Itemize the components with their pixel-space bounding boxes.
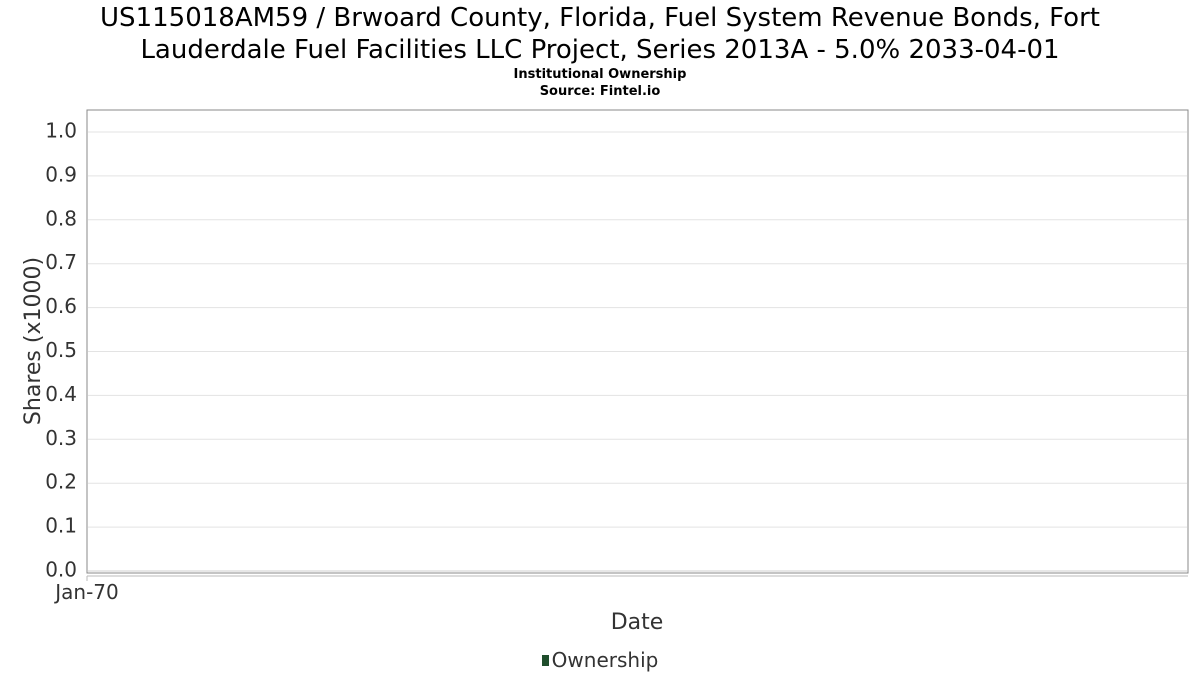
y-tick-label: 0.6 <box>45 294 77 318</box>
x-axis: Jan-70 <box>53 575 1188 604</box>
y-axis: 0.0 0.1 0.2 0.3 0.4 0.5 0.6 0.7 0.8 0.9 1.0 <box>45 119 77 582</box>
chart-source: Source: Fintel.io <box>539 84 661 99</box>
legend-swatch-ownership <box>541 655 549 666</box>
y-tick-label: 0.2 <box>45 470 77 494</box>
chart-title-line-2: Lauderdale Fuel Facilities LLC Project, … <box>140 35 1060 65</box>
x-tick-label: Jan-70 <box>53 580 119 604</box>
y-tick-label: 1.0 <box>45 119 77 143</box>
y-tick-label: 0.4 <box>45 382 77 406</box>
y-tick-label: 0.1 <box>45 514 77 538</box>
y-tick-label: 0.5 <box>45 338 77 362</box>
y-tick-label: 0.7 <box>45 250 77 274</box>
y-axis-title: Shares (x1000) <box>21 257 46 425</box>
y-tick-label: 0.8 <box>45 206 77 230</box>
grid-lines <box>88 131 1187 572</box>
legend: Ownership <box>0 648 1200 672</box>
legend-label-ownership: Ownership <box>551 648 659 672</box>
chart-title-line-1: US115018AM59 / Brwoard County, Florida, … <box>100 3 1100 33</box>
x-axis-title: Date <box>611 610 664 635</box>
chart-title: US115018AM59 / Brwoard County, Florida, … <box>0 2 1200 66</box>
chart-subtitle: Institutional Ownership <box>513 67 687 82</box>
y-tick-label: 0.3 <box>45 426 77 450</box>
y-tick-label: 0.9 <box>45 162 77 186</box>
y-tick-label: 0.0 <box>45 558 77 582</box>
plot-frame <box>86 109 1189 574</box>
